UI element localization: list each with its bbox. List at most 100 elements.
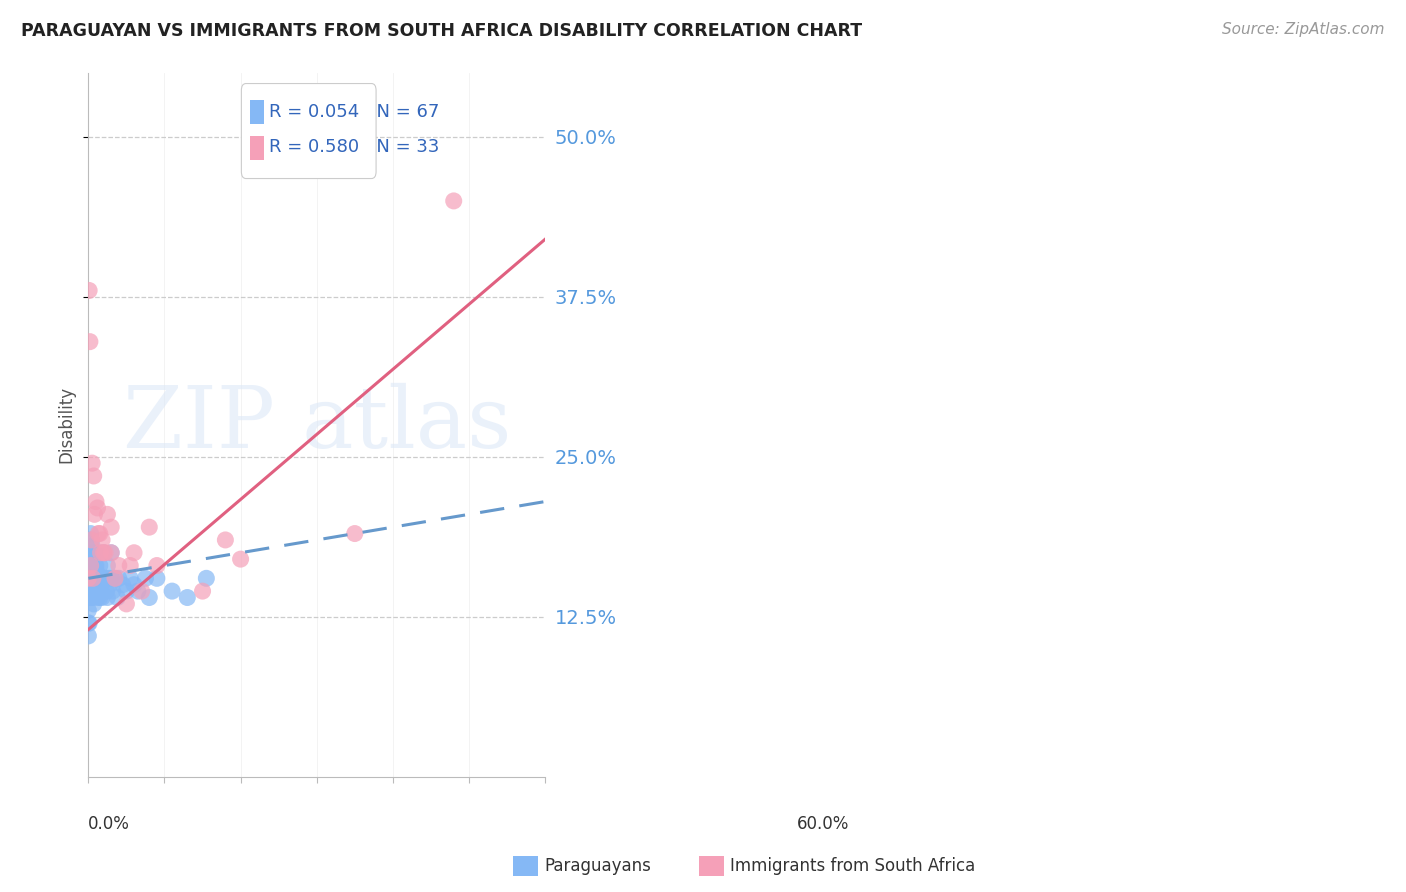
Point bbox=[79, 546, 101, 560]
Point bbox=[79, 558, 101, 573]
Point bbox=[79, 334, 101, 349]
Point bbox=[79, 558, 101, 573]
Point bbox=[86, 565, 108, 579]
Point bbox=[86, 591, 108, 605]
Point bbox=[146, 571, 169, 585]
Point bbox=[93, 546, 115, 560]
Point bbox=[77, 616, 100, 631]
Point bbox=[87, 571, 110, 585]
Point bbox=[83, 571, 105, 585]
Point bbox=[86, 500, 108, 515]
Point bbox=[146, 558, 169, 573]
Point bbox=[97, 571, 120, 585]
Point bbox=[86, 571, 108, 585]
Point bbox=[84, 578, 107, 592]
Point bbox=[83, 552, 105, 566]
Point bbox=[77, 571, 100, 585]
Point bbox=[82, 539, 104, 553]
Point bbox=[89, 558, 111, 573]
Point bbox=[111, 578, 134, 592]
Point bbox=[96, 591, 118, 605]
Point bbox=[120, 558, 142, 573]
Point bbox=[80, 533, 103, 547]
Point bbox=[214, 533, 236, 547]
Text: 0.0%: 0.0% bbox=[89, 815, 131, 833]
Text: R = 0.580   N = 33: R = 0.580 N = 33 bbox=[269, 138, 439, 156]
Point bbox=[229, 552, 252, 566]
Point bbox=[134, 571, 156, 585]
Point bbox=[82, 571, 104, 585]
Point bbox=[82, 546, 104, 560]
FancyBboxPatch shape bbox=[242, 84, 375, 178]
Point bbox=[80, 533, 103, 547]
Point bbox=[343, 526, 366, 541]
Point bbox=[105, 591, 128, 605]
Point bbox=[77, 629, 100, 643]
Point bbox=[96, 508, 118, 522]
Text: PARAGUAYAN VS IMMIGRANTS FROM SOUTH AFRICA DISABILITY CORRELATION CHART: PARAGUAYAN VS IMMIGRANTS FROM SOUTH AFRI… bbox=[21, 22, 862, 40]
Point bbox=[77, 284, 100, 298]
Text: ZIP atlas: ZIP atlas bbox=[122, 384, 510, 467]
Point bbox=[138, 591, 160, 605]
Text: 60.0%: 60.0% bbox=[797, 815, 849, 833]
Point bbox=[89, 526, 111, 541]
Point bbox=[79, 591, 101, 605]
Point bbox=[80, 552, 103, 566]
Point bbox=[108, 571, 131, 585]
Point bbox=[91, 591, 114, 605]
Point bbox=[94, 546, 117, 560]
Point bbox=[90, 584, 112, 599]
Y-axis label: Disability: Disability bbox=[58, 386, 75, 463]
Point bbox=[77, 603, 100, 617]
Point bbox=[77, 591, 100, 605]
Point bbox=[100, 546, 122, 560]
Text: Source: ZipAtlas.com: Source: ZipAtlas.com bbox=[1222, 22, 1385, 37]
Point bbox=[90, 571, 112, 585]
Point bbox=[82, 558, 104, 573]
Point bbox=[108, 558, 131, 573]
Point bbox=[87, 584, 110, 599]
Bar bbox=[250, 101, 264, 124]
Point bbox=[79, 558, 101, 573]
Point bbox=[120, 571, 142, 585]
Point bbox=[79, 539, 101, 553]
Point bbox=[82, 584, 104, 599]
Point bbox=[115, 584, 138, 599]
Point bbox=[89, 591, 111, 605]
Text: Immigrants from South Africa: Immigrants from South Africa bbox=[730, 857, 974, 875]
Point bbox=[79, 526, 101, 541]
Point bbox=[83, 597, 105, 611]
Point bbox=[90, 546, 112, 560]
Point bbox=[131, 584, 153, 599]
Text: R = 0.054   N = 67: R = 0.054 N = 67 bbox=[269, 103, 439, 120]
Point bbox=[195, 571, 218, 585]
Point bbox=[83, 571, 105, 585]
Point bbox=[82, 456, 104, 470]
Point bbox=[98, 578, 121, 592]
Point bbox=[101, 584, 124, 599]
Point bbox=[122, 578, 145, 592]
Point bbox=[122, 546, 145, 560]
Point bbox=[83, 508, 105, 522]
Point bbox=[84, 558, 107, 573]
Point bbox=[160, 584, 183, 599]
Point bbox=[104, 571, 127, 585]
Point bbox=[138, 520, 160, 534]
Point bbox=[443, 194, 465, 208]
Text: Paraguayans: Paraguayans bbox=[544, 857, 651, 875]
Point bbox=[94, 571, 117, 585]
Point bbox=[82, 565, 104, 579]
Point bbox=[91, 533, 114, 547]
Point bbox=[83, 546, 105, 560]
Point bbox=[77, 616, 100, 631]
Point bbox=[82, 591, 104, 605]
Point bbox=[127, 584, 149, 599]
Point bbox=[96, 558, 118, 573]
Bar bbox=[250, 136, 264, 160]
Point bbox=[100, 520, 122, 534]
Point bbox=[86, 584, 108, 599]
Point bbox=[84, 584, 107, 599]
Point bbox=[176, 591, 198, 605]
Point bbox=[87, 526, 110, 541]
Point bbox=[79, 584, 101, 599]
